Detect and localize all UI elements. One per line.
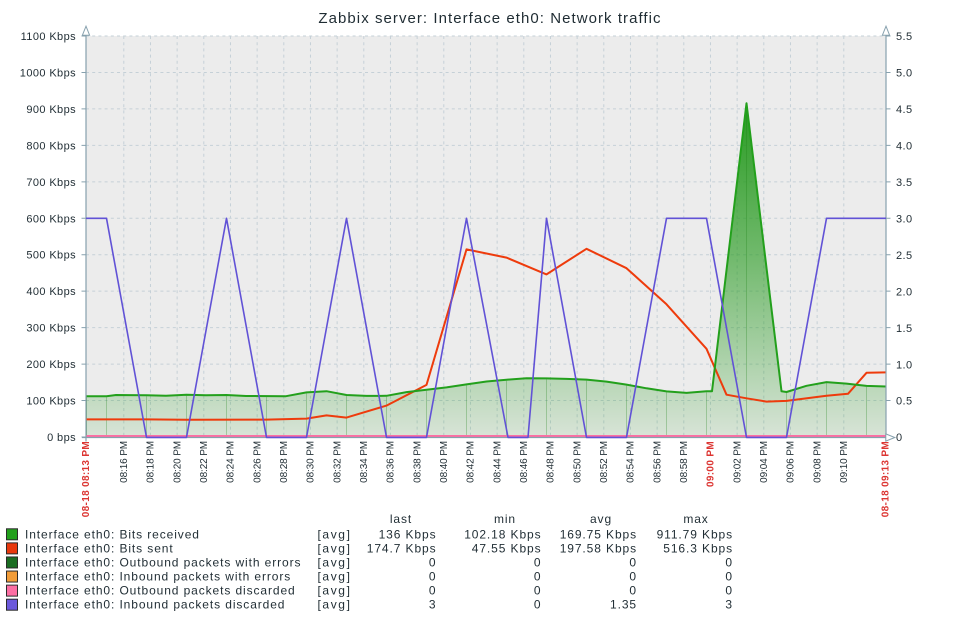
- svg-text:08-18 09:13 PM: 08-18 09:13 PM: [881, 441, 892, 517]
- svg-text:08:20 PM: 08:20 PM: [172, 441, 183, 483]
- svg-text:last: last: [390, 512, 412, 526]
- svg-text:08-18 08:13 PM: 08-18 08:13 PM: [81, 441, 92, 517]
- svg-text:[avg]: [avg]: [318, 555, 352, 569]
- svg-text:08:48 PM: 08:48 PM: [546, 441, 557, 483]
- svg-text:Interface eth0: Outbound packe: Interface eth0: Outbound packets discard…: [25, 584, 296, 598]
- svg-text:400 Kbps: 400 Kbps: [26, 286, 76, 298]
- svg-text:500 Kbps: 500 Kbps: [26, 250, 76, 262]
- svg-text:600 Kbps: 600 Kbps: [26, 213, 76, 225]
- svg-text:09:04 PM: 09:04 PM: [759, 441, 770, 483]
- svg-text:08:44 PM: 08:44 PM: [492, 441, 503, 483]
- svg-text:08:32 PM: 08:32 PM: [332, 441, 343, 483]
- svg-text:[avg]: [avg]: [318, 570, 352, 584]
- svg-text:2.0: 2.0: [896, 286, 913, 298]
- svg-text:Interface eth0: Bits sent: Interface eth0: Bits sent: [25, 541, 174, 555]
- svg-text:169.75 Kbps: 169.75 Kbps: [560, 527, 637, 541]
- svg-text:0: 0: [429, 555, 437, 569]
- svg-text:Zabbix server: Interface eth0:: Zabbix server: Interface eth0: Network t…: [318, 10, 661, 27]
- svg-text:max: max: [683, 512, 708, 526]
- svg-text:0: 0: [725, 570, 733, 584]
- svg-text:3.0: 3.0: [896, 213, 913, 225]
- svg-text:700 Kbps: 700 Kbps: [26, 177, 76, 189]
- svg-text:08:36 PM: 08:36 PM: [386, 441, 397, 483]
- svg-text:[avg]: [avg]: [318, 527, 352, 541]
- svg-text:0: 0: [725, 584, 733, 598]
- svg-text:0: 0: [429, 570, 437, 584]
- svg-text:09:00 PM: 09:00 PM: [706, 441, 717, 487]
- svg-text:08:18 PM: 08:18 PM: [146, 441, 157, 483]
- svg-text:08:24 PM: 08:24 PM: [226, 441, 237, 483]
- svg-text:08:50 PM: 08:50 PM: [572, 441, 583, 483]
- svg-text:[avg]: [avg]: [318, 584, 352, 598]
- svg-text:2.5: 2.5: [896, 250, 913, 262]
- svg-text:08:42 PM: 08:42 PM: [466, 441, 477, 483]
- svg-text:136 Kbps: 136 Kbps: [379, 527, 437, 541]
- svg-text:0: 0: [429, 584, 437, 598]
- svg-text:08:52 PM: 08:52 PM: [599, 441, 610, 483]
- svg-text:197.58 Kbps: 197.58 Kbps: [560, 541, 637, 555]
- svg-text:09:02 PM: 09:02 PM: [732, 441, 743, 483]
- svg-text:0: 0: [896, 432, 903, 444]
- svg-text:1000 Kbps: 1000 Kbps: [20, 67, 76, 79]
- svg-text:1100 Kbps: 1100 Kbps: [21, 31, 76, 43]
- svg-text:100 Kbps: 100 Kbps: [26, 396, 76, 408]
- svg-text:800 Kbps: 800 Kbps: [26, 140, 76, 152]
- svg-text:3: 3: [429, 598, 437, 612]
- svg-text:0 bps: 0 bps: [47, 432, 76, 444]
- svg-text:4.0: 4.0: [896, 141, 913, 153]
- svg-text:09:08 PM: 09:08 PM: [812, 441, 823, 483]
- svg-text:Interface eth0: Bits received: Interface eth0: Bits received: [25, 527, 200, 541]
- svg-text:08:54 PM: 08:54 PM: [626, 441, 637, 483]
- svg-text:1.0: 1.0: [896, 359, 913, 371]
- svg-text:900 Kbps: 900 Kbps: [26, 104, 76, 116]
- svg-text:0: 0: [534, 570, 542, 584]
- svg-text:0: 0: [534, 584, 542, 598]
- svg-text:1.35: 1.35: [610, 598, 637, 612]
- svg-text:0: 0: [629, 584, 637, 598]
- svg-text:Interface eth0: Inbound packet: Interface eth0: Inbound packets with err…: [25, 570, 291, 584]
- svg-text:0: 0: [629, 555, 637, 569]
- svg-text:08:40 PM: 08:40 PM: [439, 441, 450, 483]
- svg-text:08:22 PM: 08:22 PM: [199, 441, 210, 483]
- svg-text:Interface eth0: Outbound packe: Interface eth0: Outbound packets with er…: [25, 555, 301, 569]
- svg-text:300 Kbps: 300 Kbps: [26, 323, 76, 335]
- svg-text:516.3 Kbps: 516.3 Kbps: [663, 541, 733, 555]
- svg-text:avg: avg: [590, 512, 612, 526]
- svg-text:08:46 PM: 08:46 PM: [519, 441, 530, 483]
- svg-text:08:58 PM: 08:58 PM: [679, 441, 690, 483]
- svg-text:09:10 PM: 09:10 PM: [839, 441, 850, 483]
- svg-text:0.5: 0.5: [896, 396, 913, 408]
- svg-text:1.5: 1.5: [896, 323, 913, 335]
- svg-text:08:28 PM: 08:28 PM: [279, 441, 290, 483]
- svg-text:Interface eth0: Inbound packet: Interface eth0: Inbound packets discarde…: [25, 598, 285, 612]
- svg-text:102.18 Kbps: 102.18 Kbps: [464, 527, 541, 541]
- svg-text:47.55 Kbps: 47.55 Kbps: [472, 541, 542, 555]
- svg-text:09:06 PM: 09:06 PM: [786, 441, 797, 483]
- svg-text:3.5: 3.5: [896, 177, 913, 189]
- svg-text:08:30 PM: 08:30 PM: [306, 441, 317, 483]
- svg-text:08:34 PM: 08:34 PM: [359, 441, 370, 483]
- svg-text:0: 0: [725, 555, 733, 569]
- svg-text:08:56 PM: 08:56 PM: [652, 441, 663, 483]
- svg-text:0: 0: [534, 598, 542, 612]
- svg-text:min: min: [494, 512, 516, 526]
- svg-text:911.79 Kbps: 911.79 Kbps: [657, 527, 733, 541]
- svg-text:[avg]: [avg]: [318, 541, 352, 555]
- svg-text:[avg]: [avg]: [318, 598, 352, 612]
- svg-text:08:38 PM: 08:38 PM: [412, 441, 423, 483]
- svg-text:08:16 PM: 08:16 PM: [119, 441, 130, 483]
- svg-text:08:26 PM: 08:26 PM: [252, 441, 263, 483]
- svg-text:0: 0: [534, 555, 542, 569]
- svg-text:5.5: 5.5: [896, 31, 913, 43]
- svg-text:4.5: 4.5: [896, 104, 913, 116]
- svg-text:5.0: 5.0: [896, 68, 913, 80]
- svg-text:174.7 Kbps: 174.7 Kbps: [367, 541, 437, 555]
- svg-text:3: 3: [725, 598, 733, 612]
- svg-text:200 Kbps: 200 Kbps: [26, 359, 76, 371]
- svg-text:0: 0: [629, 570, 637, 584]
